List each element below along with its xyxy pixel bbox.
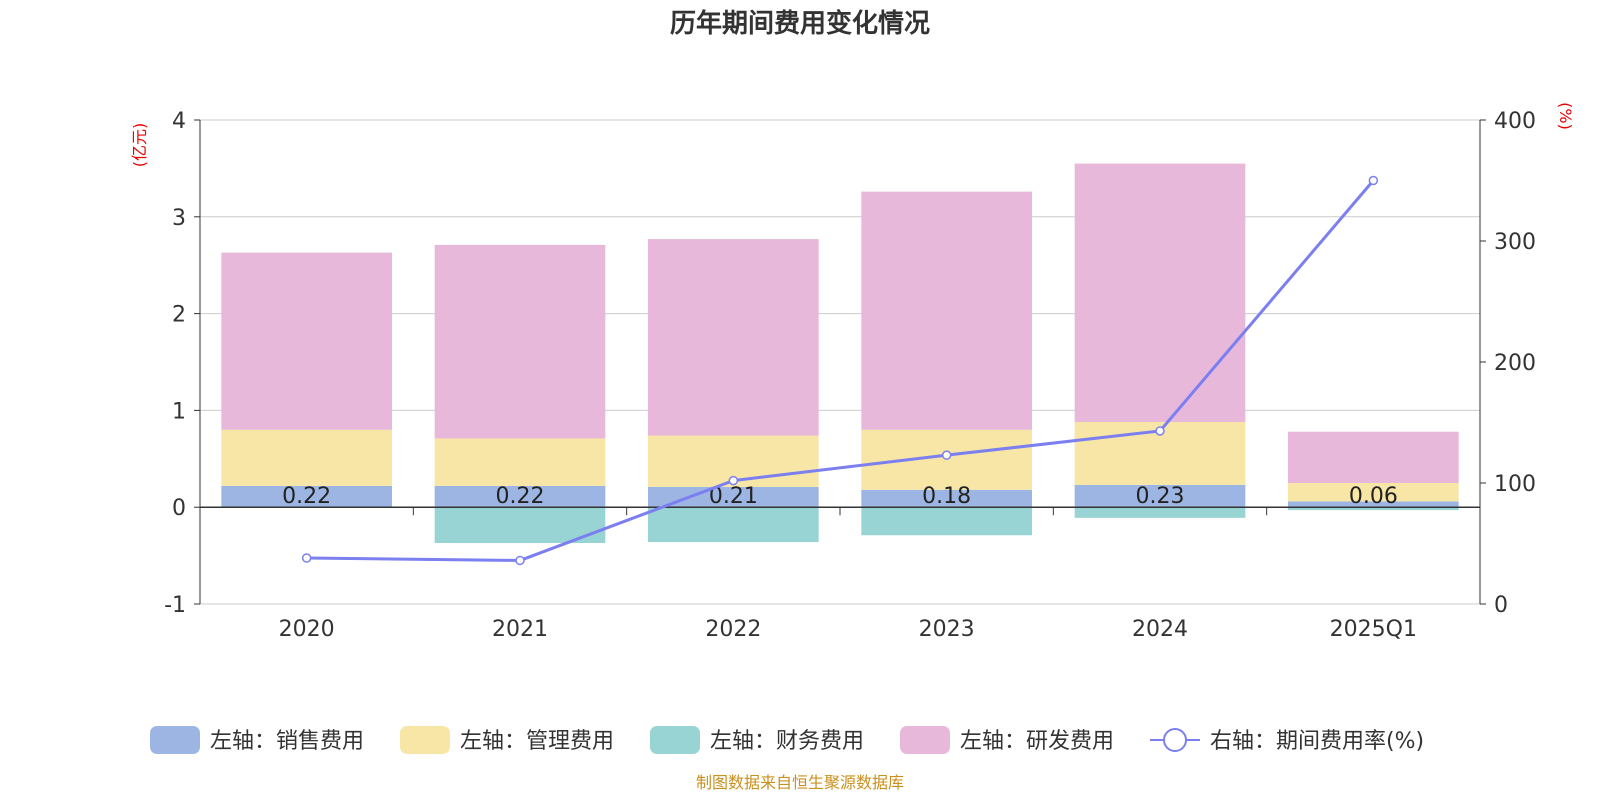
legend-swatch — [650, 726, 700, 754]
bar-value-label: 0.22 — [496, 484, 545, 509]
category-label: 2025Q1 — [1330, 617, 1417, 642]
line-point — [515, 555, 525, 566]
legend-swatch — [150, 726, 200, 754]
chart-title: 历年期间费用变化情况 — [670, 8, 930, 39]
category-label: 2021 — [492, 617, 548, 642]
right-tick-label: 300 — [1494, 230, 1536, 255]
left-tick-label: 4 — [172, 109, 186, 134]
bar-segment — [434, 507, 606, 544]
left-tick-label: -1 — [164, 593, 186, 618]
left-tick-label: 2 — [172, 303, 186, 328]
bar-segment — [861, 489, 1032, 508]
legend: 左轴：销售费用 左轴：管理费用 左轴：财务费用 左轴：研发费用 右轴：期间费用率(%) — [150, 726, 1424, 754]
right-tick-label: 400 — [1494, 109, 1536, 134]
bar-segment — [861, 191, 1032, 430]
line-point — [1368, 175, 1379, 186]
legend-item[interactable]: 左轴：管理费用 — [400, 726, 614, 754]
bar-segment — [1074, 163, 1246, 423]
left-axis-unit: (亿元) — [130, 123, 149, 168]
legend-swatch — [900, 726, 950, 754]
bar-labels-layer: 0.22 0.22 0.21 0.18 0.23 0.06 — [282, 484, 1398, 509]
bar-segment — [861, 507, 1032, 536]
legend-marker — [1163, 728, 1187, 752]
category-label: 2022 — [705, 617, 761, 642]
bar-segment — [434, 438, 606, 486]
bar-segment — [648, 507, 819, 543]
bar-value-label: 0.23 — [1136, 484, 1185, 509]
legend-swatch — [400, 726, 450, 754]
category-label: 2020 — [279, 617, 335, 642]
bar-value-label: 0.21 — [709, 484, 758, 509]
legend-label: 左轴：管理费用 — [460, 729, 614, 754]
legend-label: 左轴：销售费用 — [210, 729, 364, 754]
legend-label: 左轴：财务费用 — [710, 729, 864, 754]
bar-segment — [221, 485, 392, 508]
category-label: 2024 — [1132, 617, 1188, 642]
line-layer — [301, 175, 1379, 566]
bar-value-label: 0.06 — [1349, 484, 1398, 509]
right-tick-label: 100 — [1494, 472, 1536, 497]
line-point — [301, 553, 312, 563]
bar-segment — [1288, 431, 1459, 483]
left-tick-label: 0 — [172, 496, 186, 521]
legend-item[interactable]: 右轴：期间费用率(%) — [1150, 728, 1424, 754]
line-point — [941, 450, 952, 460]
line-series-path — [306, 179, 1375, 562]
legend-item[interactable]: 左轴：研发费用 — [900, 726, 1114, 754]
bar-value-label: 0.18 — [922, 484, 971, 509]
category-label: 2023 — [919, 617, 975, 642]
bar-segment — [221, 429, 392, 486]
bar-segment — [1074, 484, 1246, 508]
bar-segment — [221, 252, 392, 430]
legend-item[interactable]: 左轴：销售费用 — [150, 726, 364, 754]
line-point — [728, 475, 739, 486]
legend-label: 右轴：期间费用率(%) — [1210, 729, 1424, 754]
bar-segment — [434, 244, 606, 439]
right-tick-label: 0 — [1494, 593, 1508, 618]
right-axis-unit: (%) — [1556, 102, 1575, 130]
bar-segment — [1288, 507, 1459, 511]
axes-layer: 4 3 2 1 0 -1 400 300 200 100 0 2020 2021 2022 2023 2024… — [164, 109, 1536, 642]
bars-layer — [221, 163, 1459, 544]
legend-label: 左轴：研发费用 — [960, 729, 1114, 754]
bar-segment — [648, 486, 819, 508]
left-tick-label: 3 — [172, 206, 186, 231]
line-point — [1155, 426, 1165, 436]
left-tick-label: 1 — [172, 399, 186, 424]
legend-item[interactable]: 左轴：财务费用 — [650, 726, 864, 754]
bar-value-label: 0.22 — [282, 484, 331, 509]
bar-segment — [434, 485, 606, 508]
bar-segment — [1074, 507, 1246, 518]
bar-segment — [648, 239, 819, 436]
bar-segment — [1288, 501, 1459, 508]
data-source: 制图数据来自恒生聚源数据库 — [696, 773, 904, 792]
right-tick-label: 200 — [1494, 351, 1536, 376]
bar-segment — [1288, 483, 1459, 502]
